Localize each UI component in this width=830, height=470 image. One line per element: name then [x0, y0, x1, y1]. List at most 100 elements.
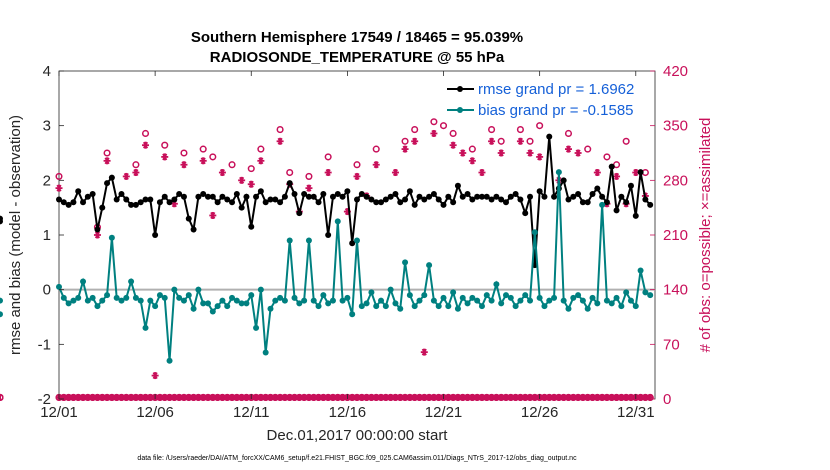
possible-marker — [497, 137, 505, 145]
bias-point — [478, 303, 485, 310]
rmse-point — [512, 191, 519, 197]
possible-marker — [526, 137, 534, 145]
bias-point — [0, 297, 3, 304]
rmse-point — [142, 196, 149, 203]
assimilated-marker — [536, 153, 544, 161]
bias-point — [185, 292, 192, 299]
rmse-point — [603, 199, 610, 206]
rmse-point — [368, 196, 375, 203]
y-tick-right-label: 210 — [663, 227, 688, 244]
bias-point — [512, 303, 519, 310]
rmse-point — [185, 215, 192, 222]
assimilated-marker — [372, 161, 380, 169]
rmse-point — [469, 196, 476, 203]
rmse-point — [219, 193, 226, 200]
rmse-point — [315, 199, 322, 206]
rmse-point — [430, 191, 437, 197]
rmse-point — [104, 180, 111, 187]
x-tick-label: 12/06 — [136, 404, 174, 421]
bias-point — [378, 297, 385, 304]
rmse-point — [176, 191, 183, 197]
bias-point — [565, 305, 572, 312]
bias-point — [599, 201, 606, 208]
possible-marker — [468, 145, 476, 153]
bias-point — [579, 297, 586, 304]
assimilated-marker — [305, 184, 313, 192]
rmse-point — [209, 193, 216, 200]
rmse-point — [565, 196, 572, 203]
assimilated-marker — [387, 393, 395, 401]
y-tick-label: -2 — [38, 391, 51, 408]
assimilated-marker — [468, 393, 476, 401]
rmse-point — [459, 193, 466, 200]
assimilated-marker — [574, 393, 582, 401]
bias-point — [445, 303, 452, 310]
rmse-point — [180, 193, 187, 200]
rmse-point — [253, 193, 260, 200]
rmse-point — [233, 191, 240, 197]
rmse-point — [478, 193, 485, 200]
bias-point — [474, 297, 481, 304]
rmse-point — [344, 188, 351, 195]
possible-marker — [180, 149, 188, 157]
bias-point — [464, 300, 471, 307]
assimilated-marker — [103, 157, 111, 165]
assimilated-marker — [391, 393, 399, 401]
bias-point — [387, 286, 394, 293]
bias-point — [156, 292, 163, 299]
chart-title: Southern Hemisphere 17549 / 18465 = 95.0… — [191, 29, 523, 46]
y-tick-right-label: 0 — [663, 391, 671, 408]
rmse-point — [286, 180, 293, 187]
bias-point — [104, 292, 111, 299]
y-tick-label: 1 — [43, 227, 51, 244]
assimilated-marker — [584, 393, 592, 401]
assimilated-marker — [329, 393, 337, 401]
bias-point — [426, 262, 433, 269]
assimilated-marker — [276, 137, 284, 145]
rmse-point — [329, 193, 336, 200]
rmse-point — [257, 188, 264, 195]
rmse-point — [575, 191, 582, 197]
rmse-point — [200, 191, 207, 197]
bias-point — [267, 305, 274, 312]
possible-marker — [161, 141, 169, 149]
assimilated-marker — [93, 231, 101, 239]
rmse-point — [445, 193, 452, 200]
rmse-point — [642, 196, 649, 203]
rmse-point — [80, 199, 87, 206]
bias-point — [454, 305, 461, 312]
assimilated-marker — [411, 137, 419, 145]
rmse-point — [161, 193, 168, 200]
bias-point — [190, 305, 197, 312]
assimilated-marker — [214, 393, 222, 401]
bias-point — [402, 259, 409, 266]
assimilated-marker — [521, 393, 529, 401]
bias-point — [262, 349, 269, 356]
bias-series — [0, 169, 654, 364]
assimilated-marker — [247, 180, 255, 188]
bias-point — [589, 294, 596, 301]
bias-point — [334, 218, 341, 225]
assimilated-marker — [151, 372, 159, 380]
bias-point — [142, 324, 149, 331]
rmse-point — [354, 196, 360, 203]
bias-point — [368, 289, 375, 296]
rmse-point — [589, 191, 596, 197]
rmse-point — [536, 188, 543, 195]
bias-point — [277, 294, 284, 301]
assimilated-marker — [180, 161, 188, 169]
bias-point — [272, 297, 279, 304]
possible-marker — [276, 126, 284, 134]
assimilated-marker — [401, 145, 409, 153]
rmse-point — [190, 226, 197, 233]
rmse-point — [488, 196, 495, 203]
bias-point — [257, 286, 264, 293]
rmse-point — [363, 193, 370, 200]
x-tick-label: 12/11 — [233, 404, 269, 421]
bias-point — [483, 292, 490, 299]
rmse-point — [637, 169, 644, 176]
rmse-point — [618, 193, 625, 200]
bias-point — [94, 303, 101, 310]
rmse-point — [440, 201, 447, 208]
bias-point — [618, 303, 625, 310]
